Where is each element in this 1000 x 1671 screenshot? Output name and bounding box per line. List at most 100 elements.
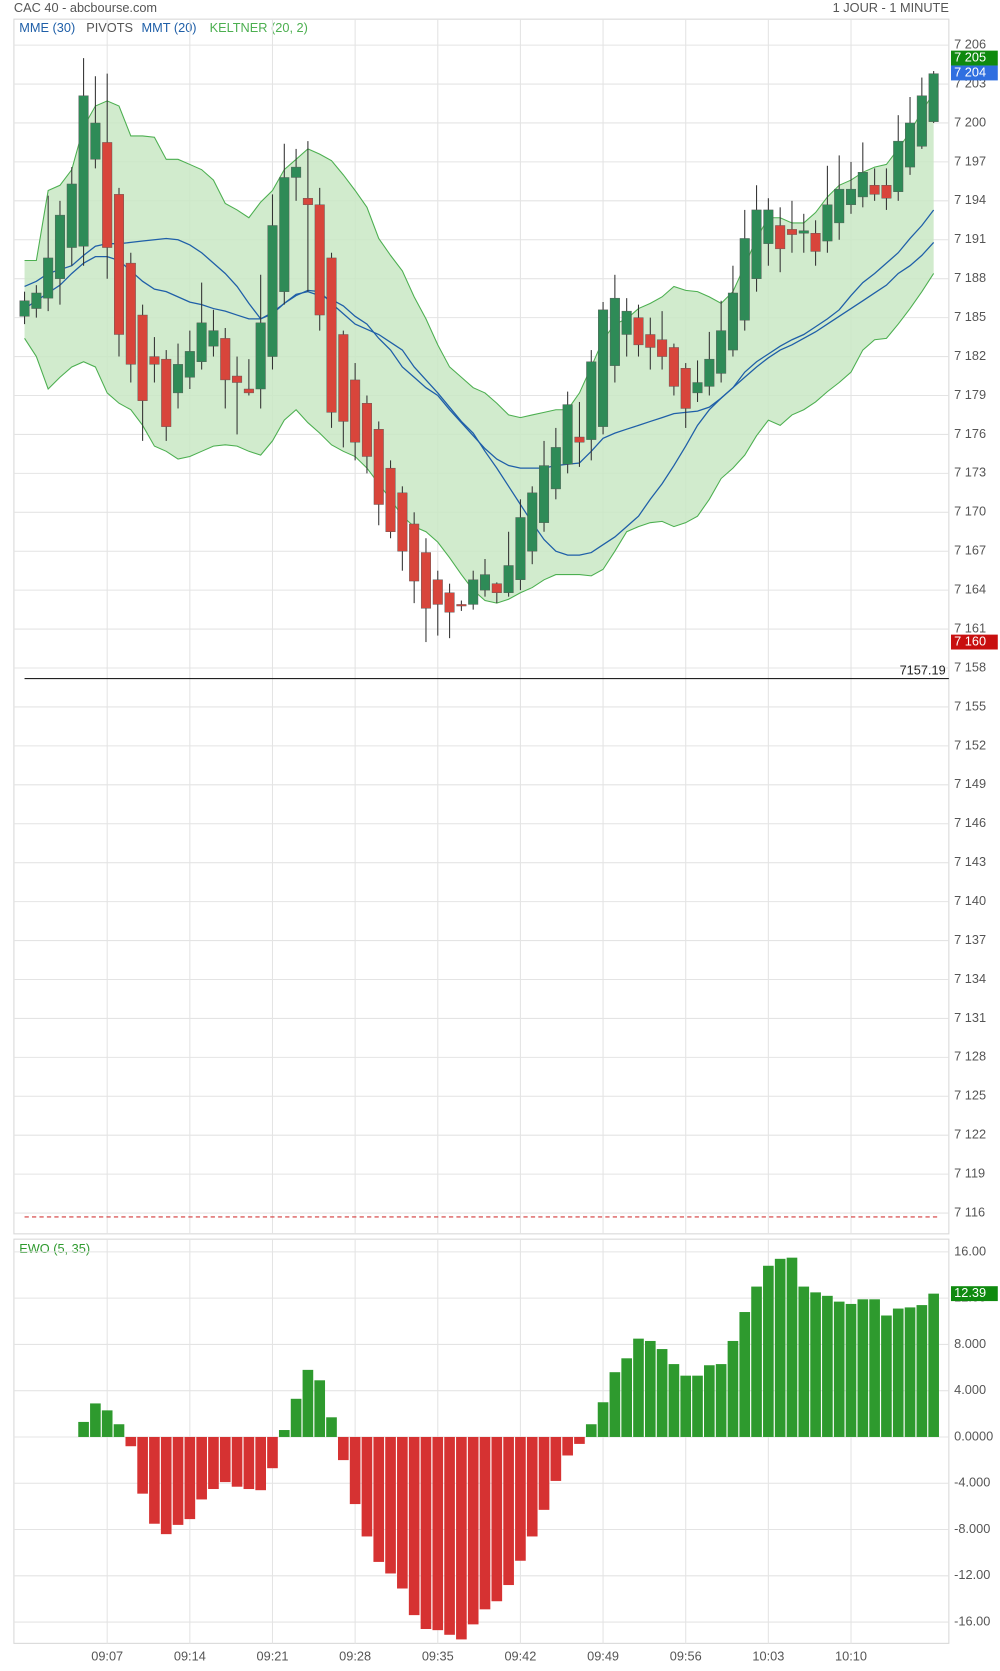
ewo-bar (231, 1436, 243, 1487)
candle-body (857, 172, 868, 198)
candle-body (680, 368, 691, 409)
ewo-bar (444, 1436, 455, 1635)
ewo-bar (243, 1436, 255, 1490)
candle-body (716, 330, 727, 374)
candle-body (137, 314, 148, 401)
candle-body (66, 183, 77, 248)
y-tick-label: 7 158 (954, 659, 986, 674)
candle-body (491, 583, 502, 593)
y-tick-label: 7 155 (954, 698, 986, 713)
ewo-bar (290, 1398, 302, 1437)
x-tick-label: 09:21 (257, 1649, 289, 1664)
price-tag (950, 65, 998, 81)
candle-body (373, 429, 384, 505)
ewo-bar (680, 1375, 692, 1437)
candle-body (338, 334, 349, 422)
ewo-bar (101, 1410, 113, 1437)
ewo-bar (208, 1436, 219, 1490)
y-tick-label: 7 194 (954, 192, 986, 207)
legend-entry: PIVOTS (86, 20, 133, 35)
price-tag-label: 7 204 (954, 64, 986, 79)
candle-body (149, 356, 160, 365)
x-tick-label: 10:10 (835, 1649, 867, 1664)
ewo-bar (727, 1340, 739, 1437)
moving-average (24, 241, 935, 556)
ewo-bar (928, 1293, 939, 1437)
y-tick-label: 7 191 (954, 231, 986, 246)
ewo-bar (574, 1436, 585, 1444)
ewo-bar (255, 1436, 266, 1491)
value-tag-label: 12.39 (954, 1285, 986, 1300)
candle-body (668, 347, 679, 387)
y-tick-label: 7 200 (954, 114, 986, 129)
ewo-bar (338, 1436, 349, 1461)
candle-body (43, 257, 54, 299)
chart-title: CAC 40 - abcbourse.com (14, 0, 157, 15)
candle-body (255, 322, 266, 390)
ewo-title: EWO (5, 35) (19, 1241, 90, 1256)
candle-body (621, 310, 632, 335)
candle-body (515, 517, 526, 580)
candle-body (645, 334, 656, 348)
ewo-bar (656, 1349, 668, 1437)
ewo-bar (585, 1424, 597, 1437)
candle-body (90, 122, 101, 160)
ewo-bar (798, 1286, 810, 1437)
y-tick-label: 16.00 (954, 1243, 986, 1258)
ewo-bar (538, 1436, 550, 1510)
x-tick-label: 09:56 (670, 1649, 702, 1664)
y-tick-label: -4.000 (954, 1475, 990, 1490)
ewo-bar (113, 1424, 125, 1437)
y-tick-label: 7 170 (954, 504, 986, 519)
y-tick-label: 7 119 (954, 1166, 985, 1181)
x-tick-label: 09:07 (91, 1649, 123, 1664)
ewo-bar (644, 1340, 656, 1437)
candle-body (279, 177, 290, 292)
candle-body (102, 142, 113, 248)
candle-body (574, 436, 585, 443)
y-tick-label: 7 134 (954, 971, 986, 986)
ewo-bar (668, 1364, 680, 1437)
ewo-bar (857, 1299, 869, 1437)
ewo-bar (869, 1299, 880, 1437)
ewo-bar (904, 1307, 916, 1437)
candle-body (243, 388, 254, 394)
candle-body (196, 322, 207, 362)
candle-body (503, 565, 514, 593)
candle-body (739, 238, 750, 321)
price-tag (950, 634, 998, 650)
candle-body (834, 188, 845, 224)
candle-body (397, 492, 408, 552)
y-tick-label: 7 206 (954, 36, 986, 51)
candle-body (633, 317, 644, 346)
ewo-bar (302, 1369, 314, 1437)
candle-body (704, 358, 715, 387)
legend-entry: MMT (20) (142, 20, 197, 35)
x-tick-label: 09:28 (339, 1649, 371, 1664)
candle-body (208, 330, 219, 347)
y-tick-label: -8.000 (954, 1521, 990, 1536)
candle-body (302, 198, 313, 205)
ewo-bar (715, 1364, 727, 1437)
candle-body (114, 194, 124, 335)
candle-body (267, 225, 278, 357)
y-tick-label: 7 179 (954, 387, 986, 402)
candle-body (928, 73, 939, 122)
ewo-bar (361, 1436, 373, 1537)
ewo-bar (633, 1338, 644, 1437)
candle-body (846, 188, 857, 205)
ewo-bar (892, 1308, 904, 1437)
candle-body (562, 404, 573, 465)
ewo-bar (774, 1258, 786, 1437)
x-tick-label: 10:03 (752, 1649, 784, 1664)
candle-body (527, 492, 538, 552)
candle-body (19, 300, 30, 317)
candle-body (586, 361, 597, 440)
ewo-bar (219, 1436, 231, 1483)
candle-body (822, 204, 833, 242)
ewo-bar (515, 1436, 526, 1561)
y-tick-label: 7 188 (954, 270, 986, 285)
y-tick-label: 4.000 (954, 1382, 986, 1397)
